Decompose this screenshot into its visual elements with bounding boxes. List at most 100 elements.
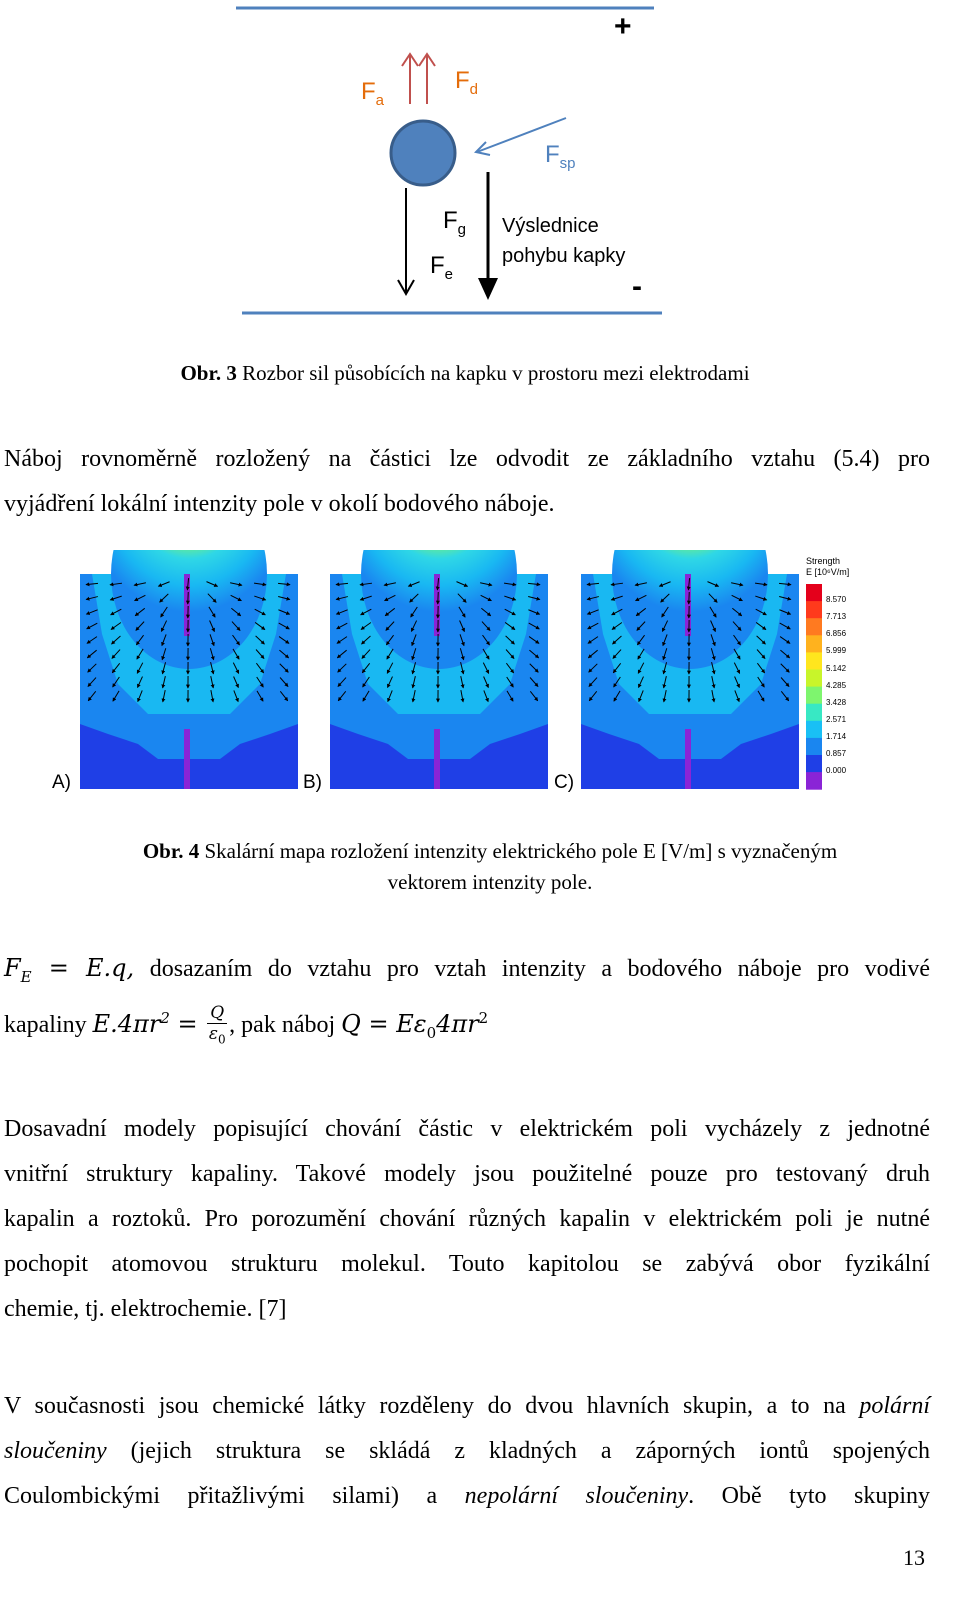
field-vector [386, 648, 394, 660]
field-vector [459, 634, 465, 647]
equation-intensity: E.4πr2 = [92, 1009, 206, 1038]
field-vector [610, 595, 623, 601]
field-vector [254, 608, 266, 616]
field-vector [335, 609, 348, 615]
field-vector [611, 622, 623, 630]
paragraph-3-line-2: vnitřní struktury kapaliny. Takové model… [4, 1161, 930, 1187]
legend-value: 0.000 [826, 766, 847, 776]
paragraph-3-line-3: kapalin a roztoků. Pro porozumění chován… [4, 1206, 930, 1232]
field-vector [335, 596, 348, 601]
field-vector [207, 593, 217, 603]
field-vector [711, 662, 716, 675]
field-vector [711, 690, 716, 703]
field-vector [230, 594, 242, 602]
panel-a [80, 550, 298, 789]
field-vector [254, 622, 266, 630]
field-vector [410, 606, 418, 618]
legend-value: 4.285 [826, 680, 847, 690]
field-vector [482, 634, 490, 646]
field-vector [709, 606, 717, 618]
field-vector [110, 608, 122, 616]
field-vector [86, 622, 98, 630]
field-vector [137, 676, 143, 689]
field-vector [110, 622, 122, 630]
field-vector [529, 690, 539, 702]
field-vector [136, 648, 144, 660]
field-vector [209, 634, 215, 647]
field-vector [87, 677, 97, 687]
field-vector [279, 663, 289, 673]
field-vector [133, 582, 146, 587]
field-vector [411, 690, 416, 703]
field-vector [710, 634, 716, 647]
field-vector [209, 620, 215, 633]
field-vector [686, 577, 691, 591]
field-vector [160, 620, 168, 633]
field-vector [528, 596, 541, 601]
field-vector [279, 649, 290, 659]
field-vector [210, 662, 215, 675]
field-vector [387, 690, 393, 703]
field-vector [87, 690, 97, 702]
field-vector [209, 648, 215, 661]
field-vector [505, 662, 515, 674]
field-vector [87, 663, 97, 673]
field-vector [411, 676, 416, 689]
legend-value: 6.856 [826, 629, 847, 639]
field-vector [458, 606, 466, 618]
field-vector [460, 690, 465, 703]
field-vector [361, 635, 371, 645]
field-vector [506, 676, 514, 688]
field-vector [506, 690, 514, 702]
field-vector [384, 607, 396, 617]
field-vector [733, 634, 741, 646]
field-vector [460, 676, 465, 689]
field-vector [480, 582, 493, 587]
field-vector [435, 577, 440, 591]
legend-swatch [806, 737, 822, 756]
field-vector [779, 596, 792, 601]
panel-label-c: C) [554, 772, 575, 793]
field-vector [232, 662, 240, 674]
legend-swatch [806, 601, 822, 619]
field-vector [638, 676, 644, 689]
field-vector [136, 662, 144, 674]
field-vector [733, 662, 741, 674]
legend-value: 2.571 [826, 714, 847, 724]
field-vector [662, 634, 668, 647]
force-label-fa: Fa [361, 78, 385, 109]
field-vector [85, 582, 99, 587]
legend-value: 8.570 [826, 595, 847, 605]
field-vector [112, 690, 120, 702]
field-vector [732, 621, 742, 631]
field-vector [780, 649, 791, 659]
field-vector [161, 634, 167, 647]
field-vector [528, 622, 540, 630]
field-vector [337, 663, 347, 673]
field-vector [661, 620, 669, 633]
field-vector [387, 676, 393, 689]
field-vector [710, 648, 716, 661]
field-vector [359, 582, 373, 587]
field-vector [135, 621, 145, 631]
field-vector [457, 593, 467, 603]
field-vector [255, 635, 265, 645]
field-vector [157, 581, 170, 587]
field-vector [210, 676, 215, 689]
field-vector [161, 648, 167, 661]
field-vector [612, 649, 622, 659]
field-vector [409, 593, 419, 603]
field-vector [361, 649, 371, 659]
legend-value: 1.714 [826, 731, 847, 741]
field-vector [528, 609, 541, 615]
result-arrow-icon [478, 172, 498, 300]
field-vector [504, 595, 517, 601]
field-vector [635, 607, 647, 617]
field-vector [757, 676, 765, 688]
plus-sign: + [614, 10, 632, 43]
field-vector [779, 636, 791, 644]
field-vector [529, 649, 540, 659]
field-vector [637, 648, 645, 660]
